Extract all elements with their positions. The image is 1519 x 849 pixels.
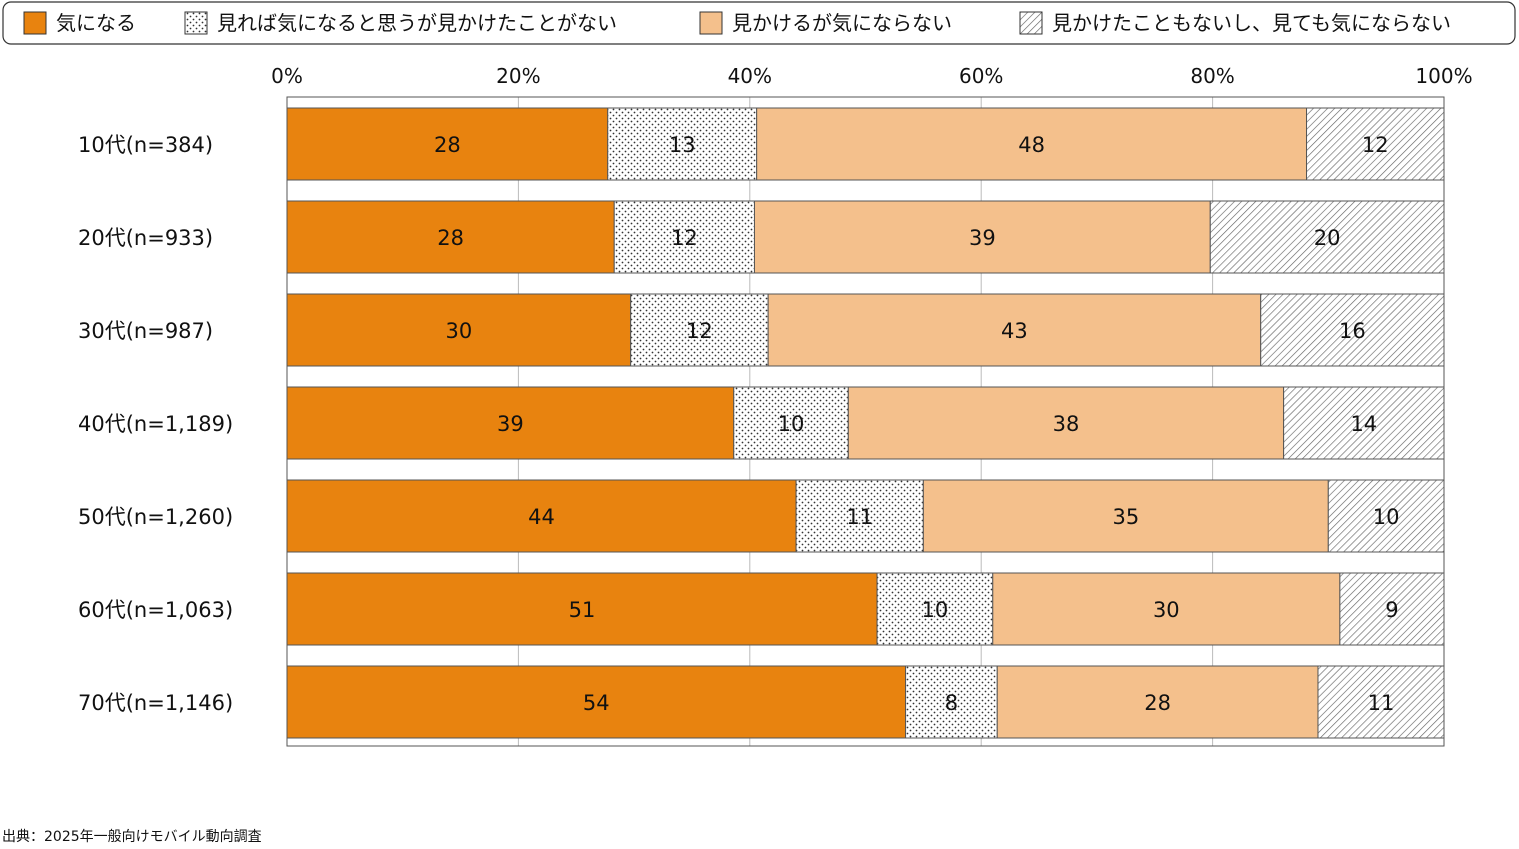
data-label: 30 xyxy=(445,319,472,343)
bar-segment xyxy=(1339,572,1445,646)
category-labels: 10代(n=384) 20代(n=933) 30代(n=987) 40代(n=1,18… xyxy=(78,133,233,715)
data-label: 11 xyxy=(1368,691,1395,715)
bar-segment xyxy=(767,293,1262,367)
data-label: 28 xyxy=(434,133,461,157)
data-label: 54 xyxy=(583,691,610,715)
legend-swatch xyxy=(1019,11,1043,35)
x-tick-label: 60% xyxy=(959,64,1003,88)
legend-swatch xyxy=(184,11,208,35)
data-label: 10 xyxy=(922,598,949,622)
bar-segment xyxy=(733,386,849,460)
data-label: 38 xyxy=(1053,412,1080,436)
data-label: 39 xyxy=(969,226,996,250)
data-label: 44 xyxy=(528,505,555,529)
data-label: 9 xyxy=(1385,598,1398,622)
legend-label: 見かけるが気にならない xyxy=(732,11,952,35)
category-label: 30代(n=987) xyxy=(78,319,213,343)
bar-segment xyxy=(992,572,1341,646)
bar-segment xyxy=(905,665,998,739)
data-label: 28 xyxy=(1144,691,1171,715)
legend-label: 見れば気になると思うが見かけたことがない xyxy=(217,11,617,35)
bar-segment xyxy=(753,200,1211,274)
x-tick-label: 0% xyxy=(271,64,303,88)
legend-label: 見かけたこともないし、見ても気にならない xyxy=(1052,11,1451,35)
x-tick-label: 100% xyxy=(1415,64,1472,88)
plot-frame xyxy=(286,96,1445,747)
x-axis-ticks: 0% 20% 40% 60% 80% 100% xyxy=(271,64,1472,88)
bar-segment xyxy=(1317,665,1445,739)
category-label: 40代(n=1,189) xyxy=(78,412,233,436)
data-label: 10 xyxy=(778,412,805,436)
bar-segment xyxy=(1306,107,1445,181)
data-label: 12 xyxy=(1362,133,1389,157)
bar-segment xyxy=(1260,293,1445,367)
bar-segment xyxy=(613,200,755,274)
data-label: 16 xyxy=(1339,319,1366,343)
bar-segment xyxy=(1283,386,1445,460)
source-note: 出典：2025年一般向けモバイル動向調査 xyxy=(2,829,262,845)
legend-box: 気になる 見れば気になると思うが見かけたことがない 見かけるが気にならない 見かけたこ… xyxy=(2,1,1516,45)
data-label: 12 xyxy=(686,319,713,343)
bar-segment xyxy=(286,386,735,460)
data-label: 48 xyxy=(1018,133,1045,157)
bar-segment xyxy=(286,200,615,274)
x-tick-label: 20% xyxy=(496,64,540,88)
x-tick-label: 80% xyxy=(1190,64,1234,88)
x-tick-label: 40% xyxy=(728,64,772,88)
category-label: 70代(n=1,146) xyxy=(78,691,233,715)
bars: 28 13 48 12 28 12 39 20 30 12 43 16 39 10 38 14 44 11 35 10… xyxy=(286,107,1445,739)
bar-segment xyxy=(286,572,878,646)
data-label: 13 xyxy=(669,133,696,157)
legend-swatch xyxy=(699,11,723,35)
bar-segment xyxy=(1209,200,1445,274)
bar-segment xyxy=(607,107,758,181)
category-label: 10代(n=384) xyxy=(78,133,213,157)
legend-frame xyxy=(2,1,1516,45)
data-label: 35 xyxy=(1112,505,1139,529)
bar-segment xyxy=(876,572,994,646)
bar-segment xyxy=(630,293,769,367)
category-label: 20代(n=933) xyxy=(78,226,213,250)
bar-segment xyxy=(795,479,924,553)
data-label: 11 xyxy=(846,505,873,529)
legend-items: 気になる 見れば気になると思うが見かけたことがない 見かけるが気にならない 見かけたこ… xyxy=(23,11,1451,35)
bar-segment xyxy=(1327,479,1445,553)
bar-segment xyxy=(847,386,1285,460)
bar-segment xyxy=(756,107,1308,181)
data-label: 14 xyxy=(1350,412,1377,436)
data-label: 10 xyxy=(1373,505,1400,529)
bar-segment xyxy=(286,479,797,553)
data-label: 51 xyxy=(569,598,596,622)
bar-segment xyxy=(286,665,907,739)
legend-swatch xyxy=(23,11,47,35)
data-label: 43 xyxy=(1001,319,1028,343)
data-label: 8 xyxy=(945,691,958,715)
data-label: 30 xyxy=(1153,598,1180,622)
legend-label: 気になる xyxy=(56,11,136,35)
data-label: 39 xyxy=(497,412,524,436)
data-label: 28 xyxy=(437,226,464,250)
category-label: 50代(n=1,260) xyxy=(78,505,233,529)
bar-segment xyxy=(922,479,1329,553)
category-label: 60代(n=1,063) xyxy=(78,598,233,622)
data-label: 12 xyxy=(671,226,698,250)
data-label: 20 xyxy=(1314,226,1341,250)
